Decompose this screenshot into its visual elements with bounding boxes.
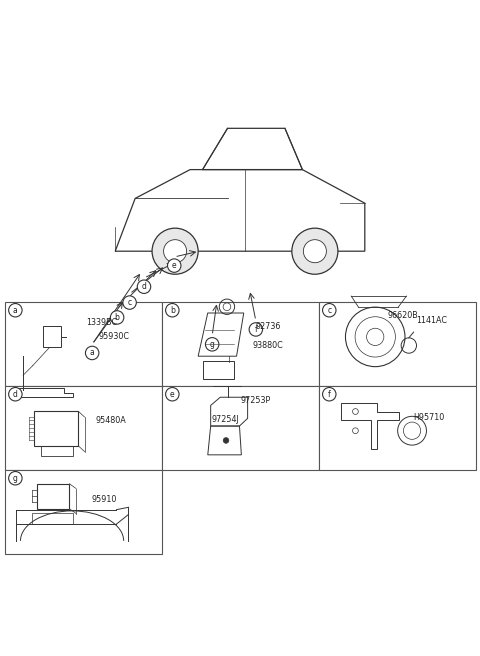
Text: 97254J: 97254J [212,415,240,424]
Text: d: d [13,390,18,399]
Text: a: a [90,348,95,358]
Circle shape [205,338,219,351]
Bar [37,483,70,508]
Text: 1339BC: 1339BC [86,318,118,327]
Bar [5,470,162,554]
Text: f: f [328,390,331,399]
Circle shape [323,388,336,401]
Text: 95930C: 95930C [99,333,130,341]
Text: 96620B: 96620B [388,310,419,319]
Text: f: f [254,325,257,334]
Bar [319,302,476,386]
Bar [162,302,319,386]
Text: 1141AC: 1141AC [416,316,447,325]
Bar [43,326,60,348]
Bar [5,302,162,386]
Text: e: e [172,261,177,270]
Circle shape [168,259,181,272]
Circle shape [9,388,22,401]
Bar [203,361,234,379]
Text: 95480A: 95480A [96,417,127,425]
Circle shape [223,438,229,443]
Bar [162,386,319,470]
Text: 95910: 95910 [91,495,117,504]
Circle shape [166,388,179,401]
Text: b: b [115,313,120,322]
Circle shape [9,472,22,485]
Circle shape [137,280,151,293]
Text: c: c [327,306,331,315]
Circle shape [303,239,326,262]
Text: 93880C: 93880C [253,340,284,350]
Circle shape [123,296,136,309]
Text: g: g [210,340,215,349]
Text: 92736: 92736 [256,322,281,331]
Bar [319,386,476,470]
Text: c: c [128,298,132,307]
Circle shape [85,346,99,359]
Text: b: b [170,306,175,315]
Text: g: g [13,474,18,483]
Text: H95710: H95710 [413,413,444,422]
Text: 97253P: 97253P [240,396,271,405]
Circle shape [323,304,336,317]
Circle shape [164,239,187,262]
Circle shape [166,304,179,317]
Circle shape [110,311,124,324]
Bar [33,512,73,524]
Text: a: a [13,306,18,315]
Bar [5,386,162,470]
Circle shape [249,323,263,336]
Bar [41,446,72,457]
Bar [34,411,78,446]
Text: d: d [142,282,146,291]
Circle shape [9,304,22,317]
Text: e: e [170,390,175,399]
Circle shape [152,228,198,274]
Circle shape [292,228,338,274]
